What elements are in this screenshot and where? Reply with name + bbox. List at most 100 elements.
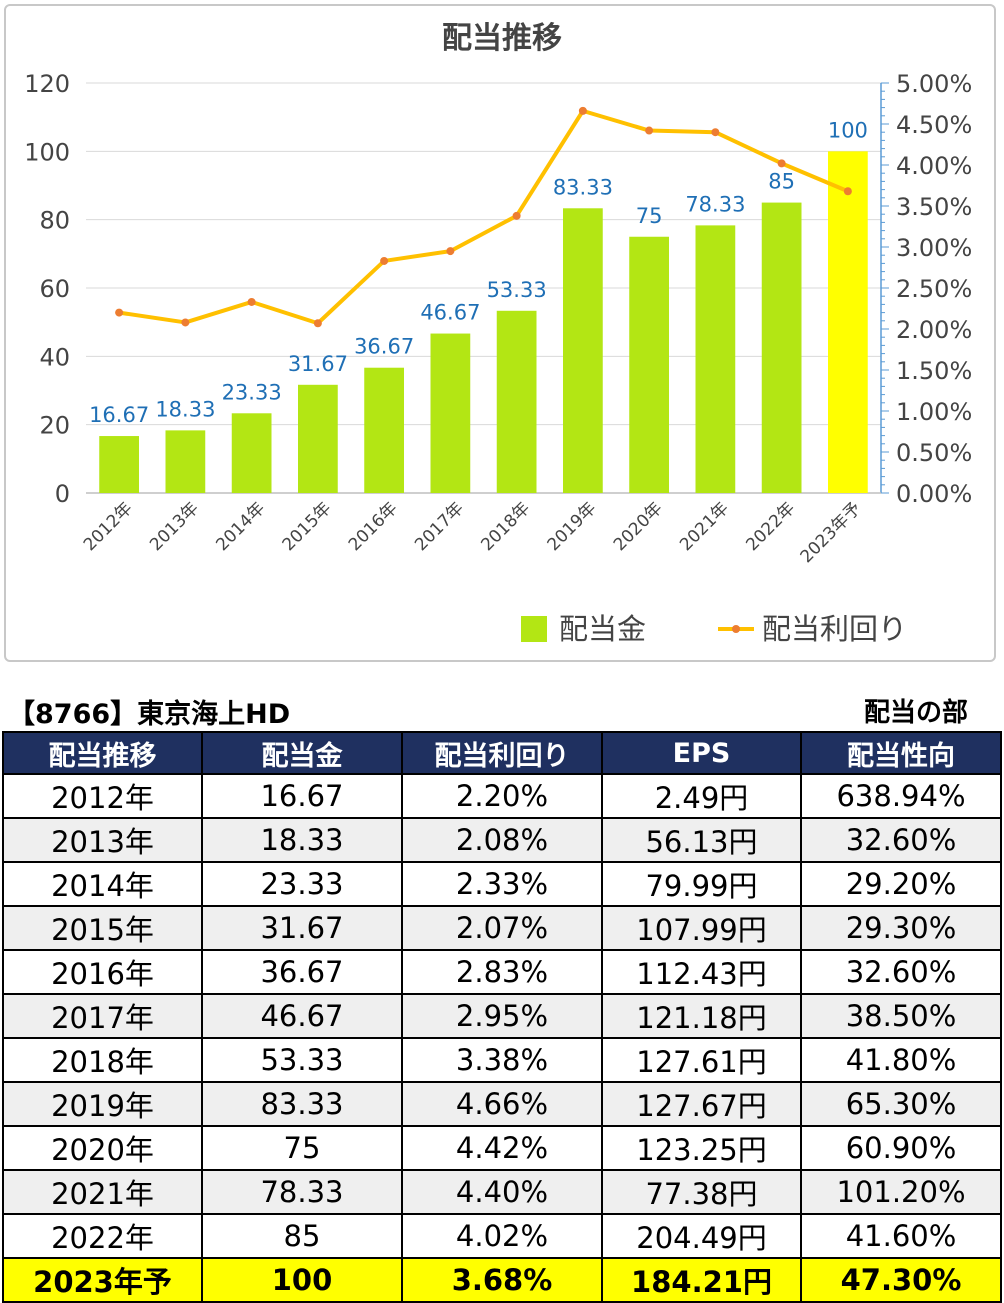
payout-ratio-cell: 29.30% xyxy=(800,905,1002,951)
dividend-table: 配当推移 配当金 配当利回り EPS 配当性向 2012年 16.67 2.20% 2… xyxy=(2,731,1002,1303)
y2-tick-label: 1.50% xyxy=(896,357,972,385)
period-cell: 2014年 xyxy=(2,861,203,907)
table-row: 2023年予 100 3.68% 184.21円 47.30% xyxy=(2,1257,1002,1303)
line-yield-point xyxy=(115,308,124,317)
period-cell: 2018年 xyxy=(2,1037,203,1083)
line-yield-point xyxy=(380,256,389,265)
yield-cell: 2.07% xyxy=(401,905,603,951)
bar-dividend xyxy=(364,367,404,493)
x-tick-label: 2017年 xyxy=(411,498,468,555)
x-tick-label: 2023年予 xyxy=(797,498,866,567)
header-payout-ratio: 配当性向 xyxy=(800,731,1002,775)
table-row: 2020年 75 4.42% 123.25円 60.90% xyxy=(2,1125,1002,1171)
bar-dividend xyxy=(99,436,139,493)
table-row: 2012年 16.67 2.20% 2.49円 638.94% xyxy=(2,773,1002,819)
table-row: 2018年 53.33 3.38% 127.61円 41.80% xyxy=(2,1037,1002,1083)
table-row: 2016年 36.67 2.83% 112.43円 32.60% xyxy=(2,949,1002,995)
bar-dividend xyxy=(165,430,206,493)
y2-tick-label: 3.00% xyxy=(896,234,972,262)
yield-cell: 3.68% xyxy=(401,1257,603,1303)
bar-dividend xyxy=(563,208,603,493)
payout-ratio-cell: 60.90% xyxy=(800,1125,1002,1171)
table-row: 2022年 85 4.02% 204.49円 41.60% xyxy=(2,1213,1002,1259)
bar-data-label: 83.33 xyxy=(553,175,613,199)
info-bar: 【8766】東京海上HD 配当の部 xyxy=(8,692,978,730)
table-row: 2021年 78.33 4.40% 77.38円 101.20% xyxy=(2,1169,1002,1215)
bar-dividend xyxy=(430,333,471,493)
dividend-cell: 31.67 xyxy=(201,905,403,951)
dividend-cell: 23.33 xyxy=(201,861,403,907)
dividend-cell: 36.67 xyxy=(201,949,403,995)
yield-cell: 4.66% xyxy=(401,1081,603,1127)
x-tick-label: 2016年 xyxy=(345,498,402,555)
yield-cell: 2.33% xyxy=(401,861,603,907)
payout-ratio-cell: 41.80% xyxy=(800,1037,1002,1083)
payout-ratio-cell: 41.60% xyxy=(800,1213,1002,1259)
line-yield-point xyxy=(777,159,786,168)
bar-dividend xyxy=(496,310,537,493)
x-tick-label: 2021年 xyxy=(676,498,733,555)
legend-swatch-dividend xyxy=(521,616,547,642)
dividend-cell: 53.33 xyxy=(201,1037,403,1083)
table-body: 2012年 16.67 2.20% 2.49円 638.94% 2013年 18.33 2.0… xyxy=(2,773,1002,1303)
period-cell: 2023年予 xyxy=(2,1257,203,1303)
payout-ratio-cell: 32.60% xyxy=(800,949,1002,995)
line-yield-point xyxy=(843,187,852,196)
legend-marker-yield xyxy=(732,625,740,633)
x-tick-label: 2015年 xyxy=(279,498,336,555)
bar-data-label: 46.67 xyxy=(420,301,480,325)
payout-ratio-cell: 38.50% xyxy=(800,993,1002,1039)
period-cell: 2015年 xyxy=(2,905,203,951)
eps-cell: 79.99円 xyxy=(601,861,802,907)
dividend-cell: 46.67 xyxy=(201,993,403,1039)
eps-cell: 184.21円 xyxy=(601,1257,802,1303)
period-cell: 2021年 xyxy=(2,1169,203,1215)
payout-ratio-cell: 638.94% xyxy=(800,773,1002,819)
yield-cell: 4.42% xyxy=(401,1125,603,1171)
y2-tick-label: 0.50% xyxy=(896,439,972,467)
bar-data-label: 78.33 xyxy=(685,192,745,216)
y-tick-label: 20 xyxy=(39,412,70,440)
yield-cell: 2.08% xyxy=(401,817,603,863)
y-tick-label: 80 xyxy=(39,207,70,235)
table-row: 2014年 23.33 2.33% 79.99円 29.20% xyxy=(2,861,1002,907)
x-tick-label: 2012年 xyxy=(80,498,137,555)
y2-tick-label: 3.50% xyxy=(896,193,972,221)
chart-title: 配当推移 xyxy=(442,21,562,56)
eps-cell: 107.99円 xyxy=(601,905,802,951)
eps-cell: 2.49円 xyxy=(601,773,802,819)
y-tick-label: 100 xyxy=(24,138,70,166)
yield-cell: 2.20% xyxy=(401,773,603,819)
table-row: 2019年 83.33 4.66% 127.67円 65.30% xyxy=(2,1081,1002,1127)
eps-cell: 77.38円 xyxy=(601,1169,802,1215)
line-yield-point xyxy=(578,106,587,115)
y2-tick-label: 2.50% xyxy=(896,275,972,303)
header-period: 配当推移 xyxy=(2,731,203,775)
x-tick-label: 2013年 xyxy=(146,498,203,555)
bar-data-label: 18.33 xyxy=(155,397,215,421)
y2-tick-label: 4.50% xyxy=(896,111,972,139)
header-yield: 配当利回り xyxy=(401,731,603,775)
bar-dividend xyxy=(761,202,802,494)
bar-data-label: 100 xyxy=(828,118,868,142)
bar-data-label: 31.67 xyxy=(288,352,348,376)
payout-ratio-cell: 32.60% xyxy=(800,817,1002,863)
period-cell: 2012年 xyxy=(2,773,203,819)
table-row: 2015年 31.67 2.07% 107.99円 29.30% xyxy=(2,905,1002,951)
y-tick-label: 0 xyxy=(55,480,70,508)
bar-data-label: 16.67 xyxy=(89,403,149,427)
header-eps: EPS xyxy=(601,731,802,775)
yield-cell: 2.95% xyxy=(401,993,603,1039)
section-label: 配当の部 xyxy=(863,698,968,728)
bar-data-label: 36.67 xyxy=(354,335,414,359)
bar-data-label: 23.33 xyxy=(222,380,282,404)
period-cell: 2020年 xyxy=(2,1125,203,1171)
bar-data-label: 53.33 xyxy=(487,278,547,302)
dividend-chart: 配当推移 0 20 40 60 80 100 120 0.00% 0.50% 1.00% 1.50% 2… xyxy=(24,21,972,646)
dividend-chart-panel: 配当推移 0 20 40 60 80 100 120 0.00% 0.50% 1.00% 1.50% 2… xyxy=(4,4,996,662)
line-yield xyxy=(118,108,849,326)
x-tick-label: 2022年 xyxy=(742,498,799,555)
eps-cell: 123.25円 xyxy=(601,1125,802,1171)
period-cell: 2022年 xyxy=(2,1213,203,1259)
payout-ratio-cell: 101.20% xyxy=(800,1169,1002,1215)
